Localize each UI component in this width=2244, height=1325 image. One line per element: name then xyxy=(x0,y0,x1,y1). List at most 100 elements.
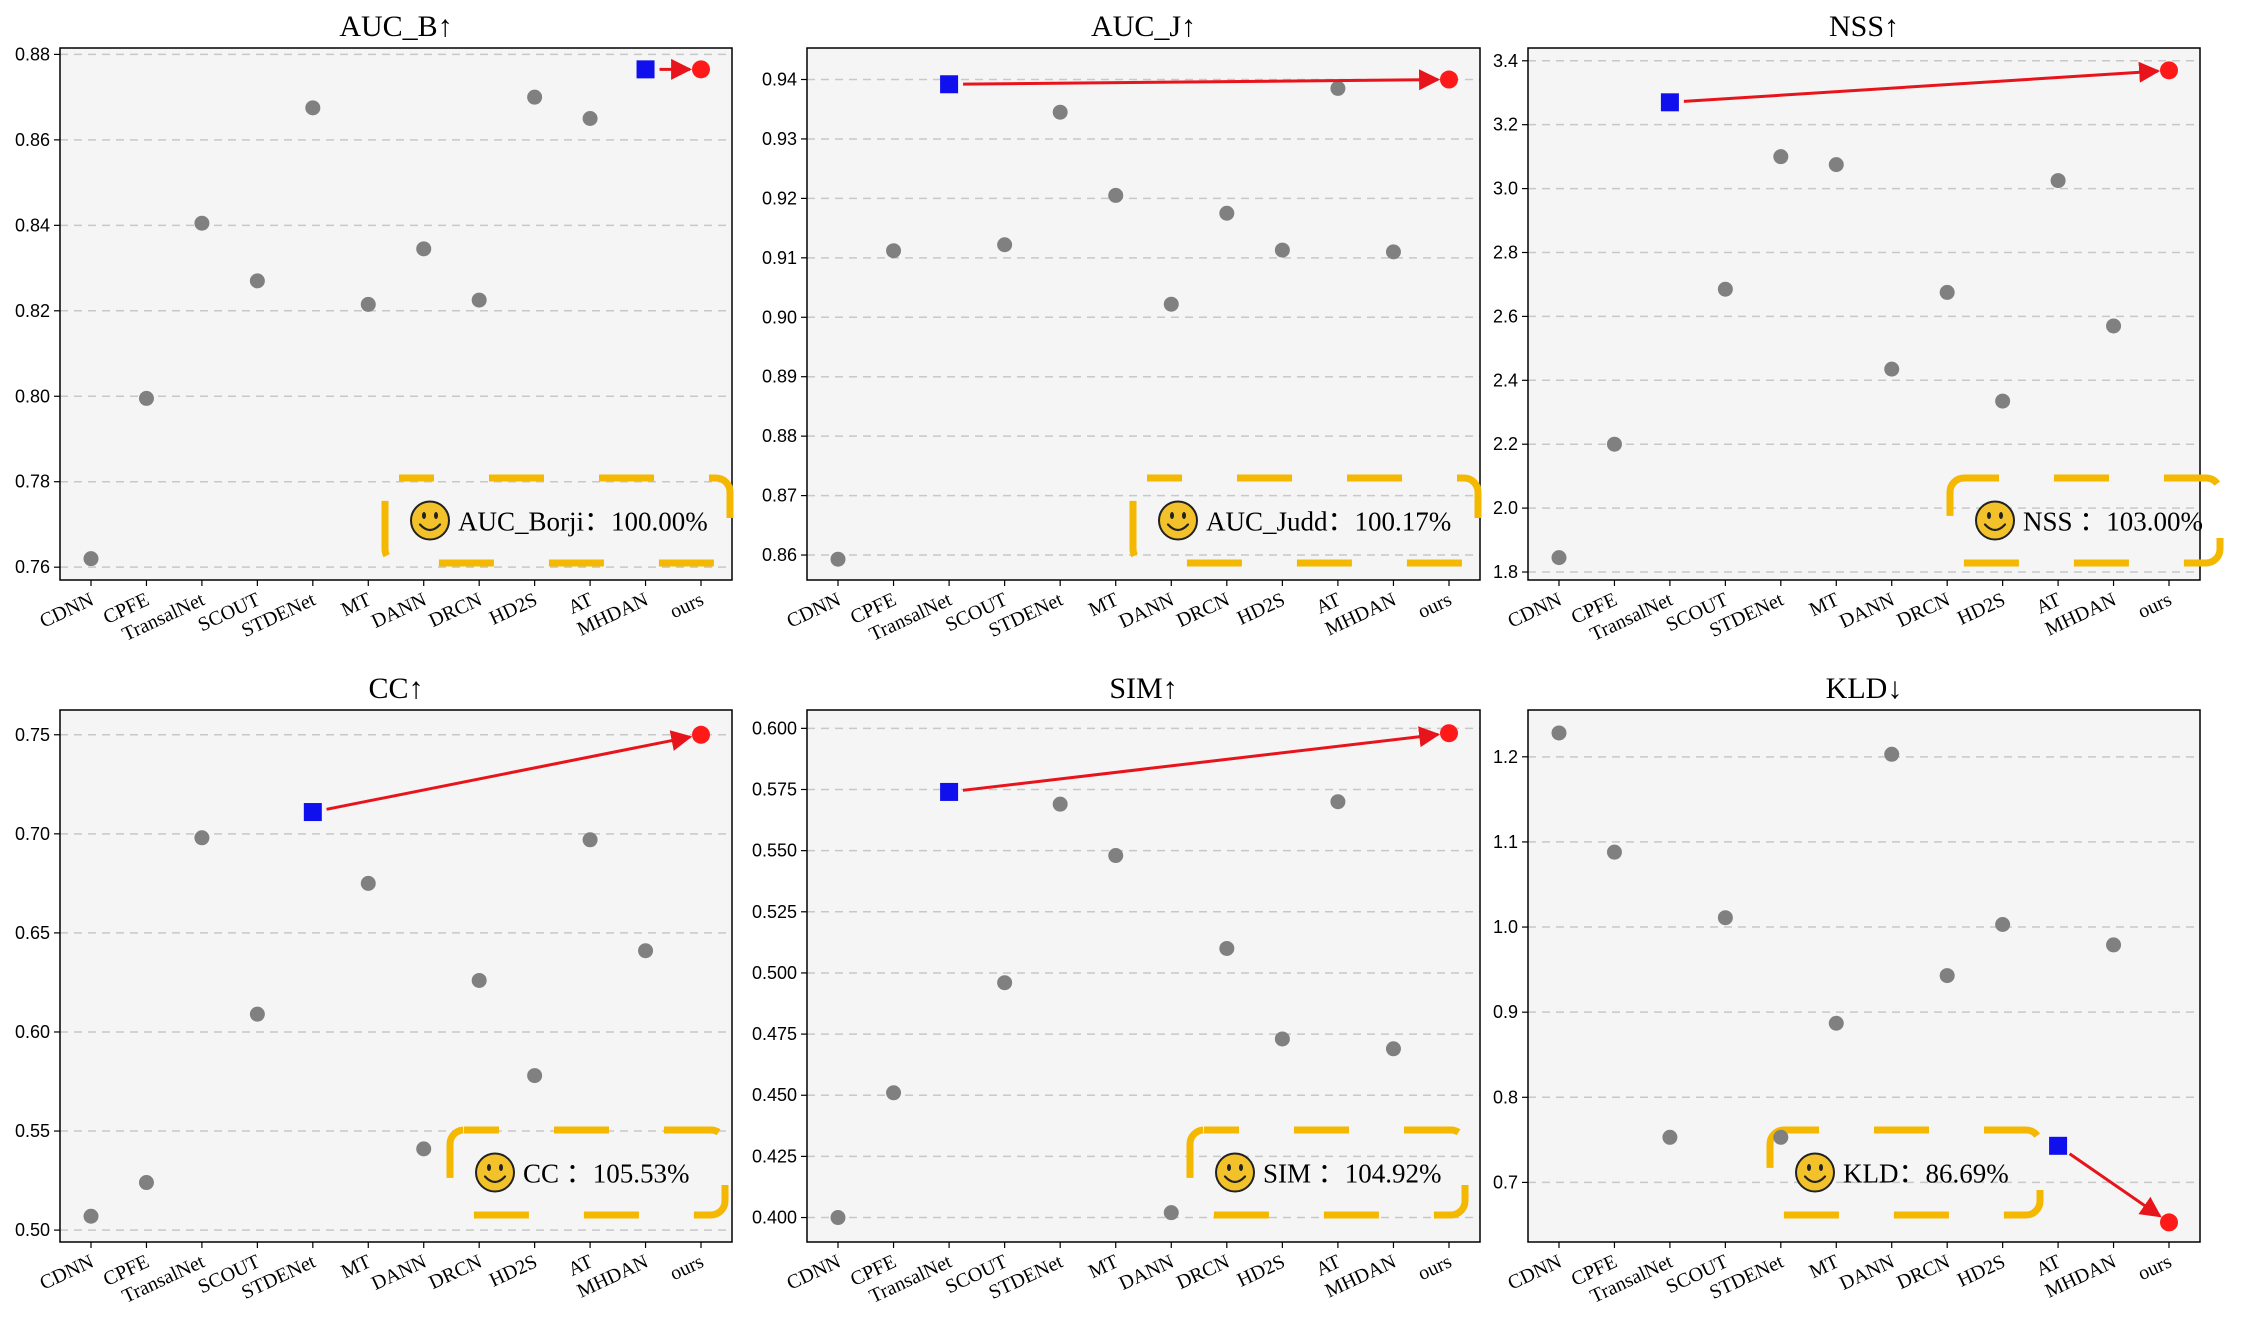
y-tick-label: 0.86 xyxy=(15,130,50,150)
plot-area xyxy=(60,710,732,1242)
y-tick-label: 0.600 xyxy=(752,718,797,738)
y-tick-label: 0.500 xyxy=(752,963,797,983)
y-tick-label: 0.84 xyxy=(15,215,50,235)
data-point-TransalNet xyxy=(1662,1129,1678,1145)
data-point-DANN xyxy=(416,1141,432,1157)
y-tick-label: 0.400 xyxy=(752,1208,797,1228)
axes-frame xyxy=(806,47,1481,581)
data-point-CPFE xyxy=(886,1085,902,1101)
y-tick-label: 0.89 xyxy=(762,367,797,387)
x-tick-label: HD2S xyxy=(486,589,541,630)
x-tick-label: DANN xyxy=(368,589,430,633)
smiley-icon xyxy=(475,1152,515,1193)
data-point-CDNN xyxy=(1551,550,1567,566)
chart-title: SIM↑ xyxy=(1109,672,1177,705)
y-tick-label: 1.1 xyxy=(1493,832,1518,852)
chart-title: AUC_B↑ xyxy=(339,10,452,43)
axes-frame xyxy=(59,709,733,1243)
ours-marker xyxy=(1440,724,1458,743)
x-tick-label: ours xyxy=(667,1251,708,1286)
x-tick-label: HD2S xyxy=(1954,589,2009,630)
data-point-CPFE xyxy=(886,243,902,259)
data-point-DANN xyxy=(1163,296,1179,312)
dashed-bracket xyxy=(1129,474,1482,567)
y-tick-label: 0.76 xyxy=(15,557,50,577)
data-point-SCOUT xyxy=(997,975,1013,991)
data-point-MT xyxy=(1828,1015,1844,1031)
best-prior-marker xyxy=(1660,93,1679,112)
data-point-MHDAN xyxy=(638,943,654,959)
data-point-STDENet xyxy=(305,100,321,116)
y-tick-label: 0.75 xyxy=(15,725,50,745)
data-point-HD2S xyxy=(1274,242,1290,258)
x-tick-label: ours xyxy=(2135,1251,2176,1286)
x-tick-label: DANN xyxy=(1836,589,1898,633)
y-tick-label: 2.4 xyxy=(1493,370,1518,390)
annotation-box: KLD：86.69% xyxy=(1766,1126,2044,1219)
axes-frame xyxy=(806,709,1481,1243)
ours-marker xyxy=(692,60,710,79)
y-tick-label: 0.50 xyxy=(15,1220,50,1240)
x-tick-label: CDNN xyxy=(1504,1251,1565,1295)
annotation-box: NSS ：103.00% xyxy=(1946,474,2224,567)
smiley-icon xyxy=(410,500,450,541)
data-point-SCOUT xyxy=(249,1006,265,1022)
y-tick-label: 0.90 xyxy=(762,307,797,327)
data-point-DRCN xyxy=(1219,205,1235,221)
data-point-STDENet xyxy=(1773,149,1789,165)
data-point-AT xyxy=(2050,173,2066,189)
y-tick-label: 0.550 xyxy=(752,841,797,861)
y-tick-label: 0.88 xyxy=(762,426,797,446)
dashed-bracket xyxy=(1766,1126,2044,1219)
x-tick-label: ours xyxy=(1415,589,1456,624)
y-tick-label: 0.88 xyxy=(15,44,50,64)
best-prior-marker xyxy=(2049,1136,2068,1155)
x-tick-label: ours xyxy=(667,589,708,624)
data-point-SCOUT xyxy=(1717,910,1733,926)
panel-1: 0.86 0.87 0.88 0.89 0.90 0.91 0.92 0.93 0.94 AUC_… xyxy=(762,10,1482,646)
smiley-icon xyxy=(1158,500,1198,541)
data-point-HD2S xyxy=(527,1068,543,1084)
plot-area xyxy=(1528,710,2200,1242)
dashed-bracket xyxy=(381,474,734,567)
annotation-label: SIM ：104.92% xyxy=(1263,1159,1442,1189)
y-tick-label: 3.0 xyxy=(1493,179,1518,199)
y-tick-label: 2.0 xyxy=(1493,498,1518,518)
y-tick-label: 0.94 xyxy=(762,70,797,90)
data-point-HD2S xyxy=(1995,393,2011,409)
data-point-DANN xyxy=(416,241,432,257)
y-tick-label: 1.2 xyxy=(1493,747,1518,767)
x-tick-label: HD2S xyxy=(1234,589,1289,630)
x-tick-label: DRCN xyxy=(1894,1251,1954,1294)
data-point-CDNN xyxy=(830,551,846,567)
best-prior-marker xyxy=(636,60,655,79)
improvement-arrow xyxy=(2068,1152,2162,1218)
data-point-HD2S xyxy=(1274,1031,1290,1047)
data-point-SCOUT xyxy=(997,237,1013,253)
y-tick-label: 0.7 xyxy=(1493,1172,1518,1192)
y-tick-label: 0.9 xyxy=(1493,1002,1518,1022)
improvement-arrow xyxy=(962,726,1441,792)
ours-marker xyxy=(1440,70,1458,89)
annotation-label: CC ：105.53% xyxy=(523,1159,690,1189)
data-point-MT xyxy=(360,296,376,312)
x-tick-label: DRCN xyxy=(1173,589,1233,632)
best-prior-marker xyxy=(940,75,959,94)
x-tick-label: ours xyxy=(1415,1251,1456,1286)
improvement-arrow xyxy=(1683,61,2161,103)
dashed-bracket xyxy=(446,1126,729,1219)
data-point-MHDAN xyxy=(1385,1041,1401,1057)
x-tick-label: DANN xyxy=(1116,589,1178,633)
dashed-bracket xyxy=(1186,1126,1469,1219)
y-tick-label: 0.475 xyxy=(752,1024,797,1044)
data-point-MHDAN xyxy=(1385,244,1401,260)
annotation-label: KLD：86.69% xyxy=(1843,1159,2009,1189)
data-point-CDNN xyxy=(830,1210,846,1226)
x-tick-label: CDNN xyxy=(783,589,844,633)
smiley-icon xyxy=(1975,500,2015,541)
data-point-STDENet xyxy=(1052,796,1068,812)
y-tick-label: 0.8 xyxy=(1493,1087,1518,1107)
